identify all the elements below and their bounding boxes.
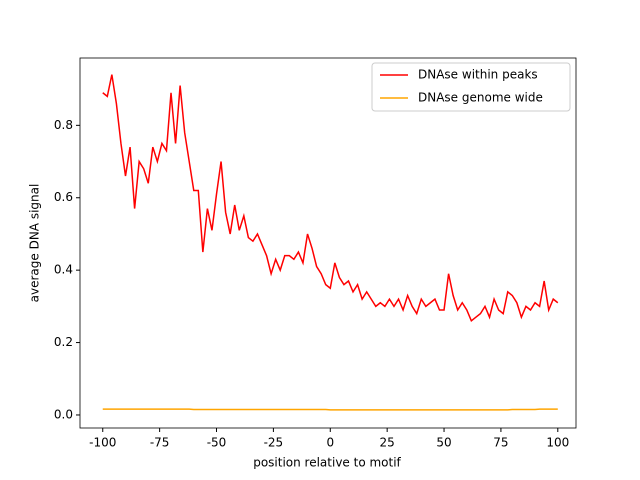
line-series bbox=[102, 408, 558, 411]
y-tick-label: 0.8 bbox=[54, 118, 73, 132]
x-tick-label: 100 bbox=[546, 436, 569, 450]
x-tick-label: 50 bbox=[436, 436, 451, 450]
x-tick-label: -75 bbox=[150, 436, 170, 450]
y-tick-label: 0.2 bbox=[54, 335, 73, 349]
plot-frame bbox=[79, 57, 577, 429]
x-tick-label: -50 bbox=[207, 436, 227, 450]
x-tick-label: -100 bbox=[89, 436, 116, 450]
x-tick-label: 0 bbox=[326, 436, 334, 450]
x-tick-label: 75 bbox=[493, 436, 508, 450]
line-series bbox=[102, 74, 559, 323]
y-tick-label: 0.6 bbox=[54, 190, 73, 204]
legend-label: DNAse genome wide bbox=[418, 91, 543, 105]
legend-box bbox=[371, 62, 571, 112]
x-axis-label: position relative to motif bbox=[253, 456, 401, 470]
y-tick-label: 0.0 bbox=[54, 407, 73, 421]
x-tick-label: 25 bbox=[380, 436, 395, 450]
x-tick-label: -25 bbox=[264, 436, 284, 450]
y-tick-label: 0.4 bbox=[54, 263, 73, 277]
y-axis-label: average DNA signal bbox=[28, 184, 42, 303]
legend-label: DNAse within peaks bbox=[418, 68, 538, 82]
